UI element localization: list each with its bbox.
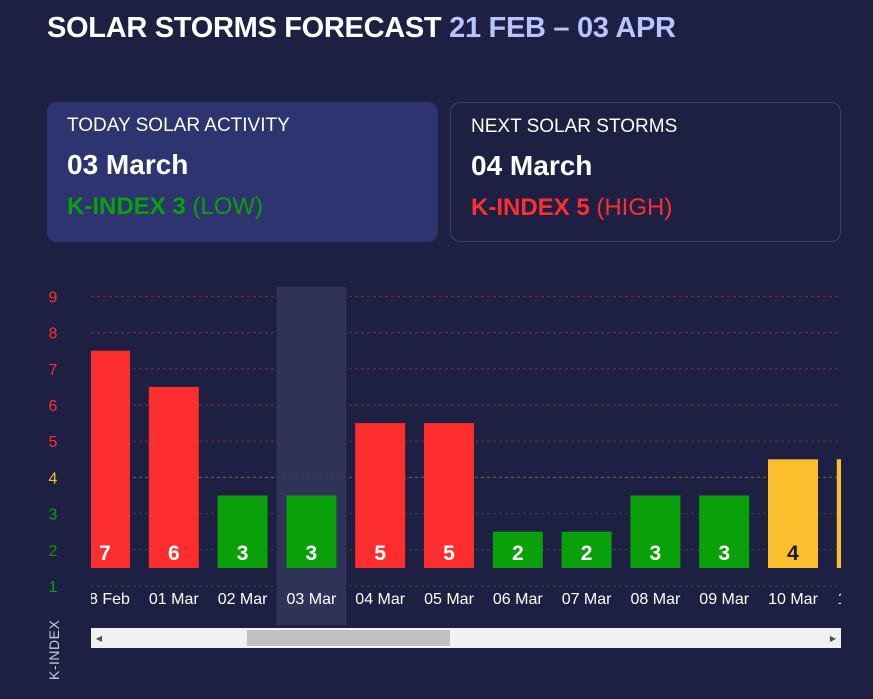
y-tick-label: 6 (49, 398, 58, 415)
x-tick-label: 06 Mar (493, 591, 543, 608)
bar-value-label: 3 (237, 542, 249, 565)
bar (561, 531, 612, 568)
bar-value-label: 2 (581, 542, 593, 565)
next-level: (HIGH) (596, 194, 673, 221)
today-kindex-line: K-INDEX 3 (LOW) (67, 193, 418, 221)
bar-value-label: 4 (856, 542, 868, 565)
date-range: 21 FEB – 03 APR (449, 12, 676, 44)
today-level: (LOW) (192, 193, 264, 220)
x-tick-label: 11 Mar (837, 591, 873, 608)
next-storms-card: NEXT SOLAR STORMS 04 March K-INDEX 5 (HI… (450, 102, 841, 242)
y-axis-label: K-INDEX (46, 619, 62, 680)
next-kindex: K-INDEX 5 (471, 194, 590, 221)
x-tick-label: 09 Mar (699, 591, 749, 608)
scroll-right-arrow-icon[interactable]: ▶ (829, 633, 837, 643)
bar-value-label: 5 (443, 542, 455, 565)
page-title: SOLAR STORMS FORECAST 21 FEB – 03 APR (47, 12, 676, 45)
y-tick-label: 3 (49, 507, 58, 524)
bar-value-label: 7 (99, 542, 111, 565)
bar-value-label: 4 (787, 542, 799, 565)
bar (217, 495, 268, 568)
scroll-left-arrow-icon[interactable]: ◀ (95, 633, 103, 643)
chart-horizontal-scrollbar[interactable]: ◀ ▶ (91, 628, 841, 648)
title-text: SOLAR STORMS FORECAST (47, 12, 442, 44)
y-tick-label: 9 (49, 289, 58, 306)
highlight-column (276, 287, 347, 625)
bar (91, 350, 130, 568)
y-tick-label: 2 (49, 543, 58, 560)
x-tick-label: 10 Mar (768, 591, 818, 608)
y-tick-label: 8 (49, 326, 58, 343)
y-tick-label: 1 (49, 579, 58, 596)
next-label: NEXT SOLAR STORMS (471, 116, 678, 137)
today-date: 03 March (67, 149, 189, 180)
x-tick-label: 04 Mar (355, 591, 405, 608)
bar (424, 423, 474, 568)
bar-value-label: 3 (650, 542, 662, 565)
y-tick-label: 7 (49, 362, 58, 379)
bar (355, 423, 406, 568)
y-tick-label: 4 (49, 470, 58, 487)
bar (286, 495, 337, 568)
bar (148, 386, 199, 568)
bar-value-label: 3 (718, 542, 730, 565)
x-tick-label: 07 Mar (562, 591, 612, 608)
bar-value-label: 6 (168, 542, 180, 565)
next-kindex-line: K-INDEX 5 (HIGH) (471, 194, 820, 222)
scroll-thumb[interactable] (247, 630, 450, 646)
y-tick-label: 5 (49, 434, 58, 451)
bar-value-label: 2 (512, 542, 524, 565)
today-activity-card: TODAY SOLAR ACTIVITY 03 March K-INDEX 3 … (47, 102, 438, 242)
kindex-bar-chart: 1 2 3 4 5 6 7 8 9 7 28 Feb 6 01 Mar 3 02 Mar 3 03 Mar 5 04… (49, 287, 873, 625)
x-tick-label: 28 Feb (80, 591, 130, 608)
bar (768, 459, 818, 568)
x-tick-label: 08 Mar (631, 591, 681, 608)
x-tick-label: 03 Mar (287, 591, 337, 608)
next-date: 04 March (471, 150, 593, 181)
today-kindex: K-INDEX 3 (67, 193, 186, 220)
x-tick-label: 01 Mar (149, 591, 199, 608)
bar-value-label: 5 (374, 542, 386, 565)
bar-value-label: 3 (306, 542, 318, 565)
today-label: TODAY SOLAR ACTIVITY (67, 115, 290, 136)
bars-group: 7 28 Feb 6 01 Mar 3 02 Mar 3 03 Mar 5 04 Mar 5 05 M… (80, 287, 873, 625)
bar (836, 459, 841, 568)
bar (492, 531, 543, 568)
x-tick-label: 02 Mar (218, 591, 268, 608)
bar (630, 495, 681, 568)
x-tick-label: 05 Mar (424, 591, 474, 608)
bar (699, 495, 750, 568)
